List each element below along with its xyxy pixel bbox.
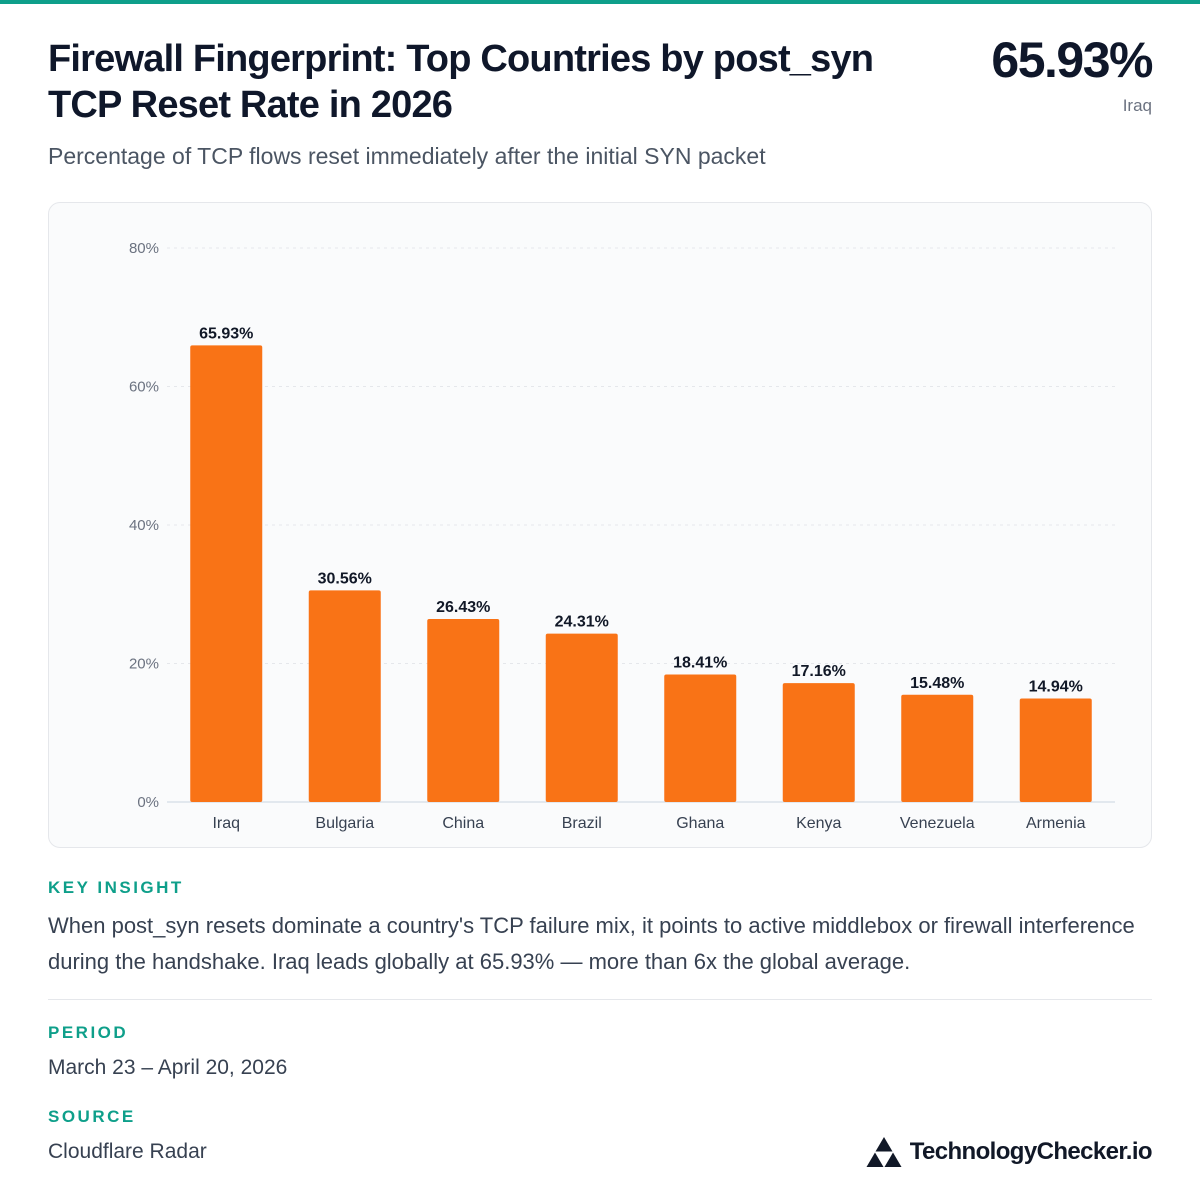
y-tick-label: 40% xyxy=(129,517,159,534)
x-tick-label: Bulgaria xyxy=(315,815,374,832)
period-value: March 23 – April 20, 2026 xyxy=(48,1056,288,1079)
bar xyxy=(190,345,263,802)
bar-value-label: 15.48% xyxy=(910,675,964,692)
x-tick-label: Iraq xyxy=(212,815,240,832)
x-tick-label: Kenya xyxy=(796,815,841,832)
chart-subtitle: Percentage of TCP flows reset immediatel… xyxy=(48,143,766,169)
x-tick-label: Venezuela xyxy=(900,815,975,832)
x-tick-label: Ghana xyxy=(676,815,724,832)
chart-title: Firewall Fingerprint: Top Countries by p… xyxy=(48,38,874,126)
y-tick-label: 60% xyxy=(129,379,159,396)
bar xyxy=(782,683,855,802)
brand-name: TechnologyChecker.io xyxy=(909,1138,1153,1165)
bar-value-label: 14.94% xyxy=(1029,679,1083,696)
key-insight-text: When post_syn resets dominate a country'… xyxy=(48,913,1135,974)
y-tick-label: 20% xyxy=(129,656,159,673)
bar xyxy=(901,694,974,802)
bar-value-label: 65.93% xyxy=(199,325,253,342)
divider xyxy=(48,999,1152,1000)
bar-value-label: 18.41% xyxy=(673,655,727,672)
bar xyxy=(427,618,500,802)
y-tick-label: 80% xyxy=(129,240,159,257)
brand: TechnologyChecker.io xyxy=(866,1136,1153,1168)
x-tick-label: Armenia xyxy=(1026,815,1086,832)
bar-value-label: 26.43% xyxy=(436,599,490,616)
x-tick-label: Brazil xyxy=(562,815,602,832)
key-insight-label: KEY INSIGHT xyxy=(48,878,184,897)
x-tick-label: China xyxy=(442,815,484,832)
bar xyxy=(1019,698,1092,802)
headline-value: 65.93% xyxy=(991,32,1153,88)
chart-card: 0% 20% 40% 60% 80% 65.93% Iraq 30.56% Bulgaria 26… xyxy=(48,202,1152,848)
bar xyxy=(664,674,737,802)
source-value: Cloudflare Radar xyxy=(48,1140,207,1163)
bar-value-label: 17.16% xyxy=(792,663,846,680)
period-label: PERIOD xyxy=(48,1023,129,1042)
y-tick-label: 0% xyxy=(137,794,159,811)
headline-label: Iraq xyxy=(1122,96,1152,115)
source-label: SOURCE xyxy=(48,1107,136,1126)
top-accent-bar xyxy=(0,0,1200,4)
bar-value-label: 30.56% xyxy=(318,570,372,587)
bar xyxy=(545,633,618,802)
bar-chart: 0% 20% 40% 60% 80% 65.93% Iraq 30.56% Bulgaria 26… xyxy=(129,240,1115,832)
bar-value-label: 24.31% xyxy=(555,614,609,631)
bar xyxy=(308,590,381,802)
triforce-logo-icon xyxy=(866,1137,902,1167)
